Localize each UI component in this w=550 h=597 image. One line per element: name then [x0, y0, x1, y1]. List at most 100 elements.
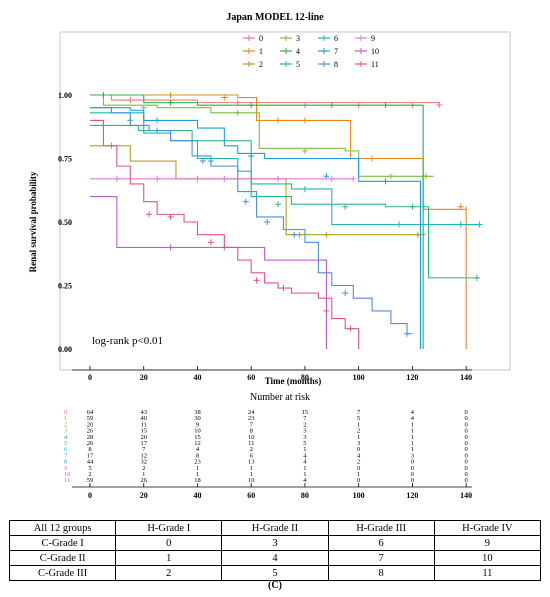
risk-cell: 12: [194, 440, 201, 447]
censor-mark: [414, 231, 421, 238]
risk-cell: 20: [87, 421, 94, 428]
censor-mark: [296, 231, 303, 238]
risk-cell: 15: [194, 434, 201, 441]
legend-label: 4: [296, 47, 300, 56]
risk-cell: 23: [194, 459, 201, 466]
legend-item-8: 8: [318, 60, 338, 69]
risk-cell: 32: [140, 459, 147, 466]
legend-item-11: 11: [355, 60, 379, 69]
risk-cell: 1: [250, 465, 253, 472]
censor-mark: [167, 244, 174, 251]
risk-cell: 1: [142, 471, 145, 478]
series-7: [90, 107, 422, 349]
risk-cell: 0: [465, 409, 468, 416]
risk-row-label: 5: [64, 440, 67, 447]
risk-cell: 0: [465, 421, 468, 428]
survival-curve-8: [90, 107, 413, 335]
risk-cell: 40: [140, 415, 147, 422]
censor-mark: [395, 221, 402, 228]
censor-mark: [248, 152, 255, 159]
group-table: All 12 groups H-Grade I H-Grade II H-Grade …: [8, 520, 542, 581]
survival-curve-3: [90, 94, 434, 177]
x-tick-label: 60: [247, 373, 255, 382]
series-1: [90, 92, 467, 349]
censor-mark: [369, 155, 376, 162]
risk-cell: 1: [411, 434, 414, 441]
censor-mark: [199, 158, 206, 165]
censor-mark: [328, 175, 335, 182]
risk-cell: 8: [250, 428, 253, 435]
plot-frame: [59, 31, 511, 371]
table-cell: C-Grade I: [8, 535, 117, 551]
censor-mark: [113, 175, 120, 182]
risk-cell: 13: [248, 459, 255, 466]
table-cell: 4: [221, 550, 329, 566]
censor-mark: [457, 221, 464, 228]
risk-cell: 59: [87, 415, 94, 422]
risk-cell: 11: [141, 421, 147, 428]
table-cell: 11: [433, 565, 542, 581]
risk-cell: 3: [303, 428, 306, 435]
legend-label: 6: [334, 34, 338, 43]
y-tick-label: 0.00: [58, 345, 72, 354]
table-row: C-Grade III 2 5 8 11: [8, 565, 542, 581]
legend-label: 11: [371, 60, 379, 69]
risk-cell: 8: [88, 446, 91, 453]
risk-cell: 10: [194, 428, 201, 435]
series-3: [90, 94, 434, 180]
risk-cell: 2: [357, 428, 360, 435]
survival-curve-5: [90, 124, 480, 279]
censor-mark: [242, 198, 249, 205]
risk-cell: 4: [411, 409, 415, 416]
legend-item-4: 4: [280, 47, 300, 56]
table-cell: C-Grade II: [8, 550, 117, 566]
y-tick-label: 1.00: [58, 91, 72, 100]
chart-legend: 0 1 2 3 4 5 6 7 8 9 10 11: [243, 34, 379, 69]
risk-row-label: 9: [64, 465, 67, 472]
survival-curve-11: [90, 119, 360, 349]
censor-mark: [154, 175, 161, 182]
risk-cell: 1: [196, 471, 199, 478]
table-cell: 2: [115, 565, 223, 581]
risk-row-label: 3: [64, 428, 67, 435]
censor-mark: [301, 185, 308, 192]
risk-cell: 30: [194, 415, 201, 422]
risk-cell: 1: [357, 471, 360, 478]
censor-mark: [476, 221, 483, 228]
risk-cell: 1: [250, 471, 253, 478]
x-axis-label: Time (months): [265, 376, 322, 386]
censor-mark: [457, 203, 464, 210]
table-cell: 7: [327, 550, 435, 566]
censor-mark: [342, 203, 349, 210]
risk-cell: 4: [357, 452, 361, 459]
table-cell: 8: [327, 565, 435, 581]
series-10: [90, 196, 327, 349]
risk-row-label: 10: [64, 471, 71, 478]
risk-row-label: 11: [64, 477, 70, 484]
legend-item-7: 7: [318, 47, 338, 56]
risk-row-label: 2: [64, 421, 67, 428]
risk-cell: 4: [303, 477, 307, 484]
censor-mark: [280, 285, 287, 292]
risk-cell: 0: [465, 452, 468, 459]
risk-row-label: 4: [64, 434, 68, 441]
risk-cell: 26: [87, 428, 94, 435]
table-cell: All 12 groups: [8, 520, 117, 536]
risk-x-tick-label: 100: [353, 491, 365, 500]
figure-caption: (C): [268, 580, 282, 591]
risk-cell: 1: [196, 465, 199, 472]
legend-label: 0: [259, 34, 263, 43]
risk-cell: 0: [411, 465, 414, 472]
risk-cell: 1: [411, 440, 414, 447]
survival-curve-0: [90, 94, 440, 106]
risk-cell: 0: [465, 428, 468, 435]
risk-cell: 0: [411, 459, 414, 466]
survival-curve-7: [90, 107, 422, 349]
table-row: C-Grade II 1 4 7 10: [8, 550, 542, 566]
risk-x-tick-label: 40: [193, 491, 201, 500]
risk-cell: 5: [88, 465, 91, 472]
risk-cell: 1: [411, 446, 414, 453]
censor-mark: [221, 175, 228, 182]
